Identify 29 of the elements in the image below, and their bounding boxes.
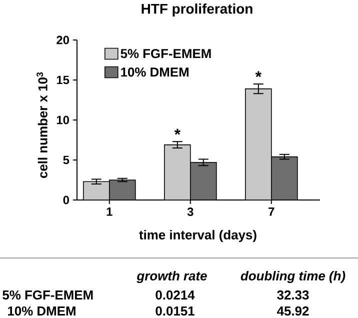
y-tick-label: 20 [56, 36, 69, 44]
text: 32.33 [277, 290, 309, 300]
text: 5% FGF-EMEM [2, 290, 93, 300]
bar [271, 156, 298, 200]
y-tick-label: 10 [56, 116, 69, 124]
x-tick-label: 7 [268, 208, 274, 216]
bar [83, 181, 110, 200]
y-axis-title: cell number x 10$^{3}$ [36, 72, 48, 178]
y-tick-label: 5 [63, 156, 70, 164]
text: doubling time (h) [240, 270, 346, 284]
bar [190, 162, 217, 200]
legend-label: 5% FGF-EMEM [120, 48, 211, 58]
bar [164, 144, 191, 200]
y-tick-label: 0 [63, 196, 69, 204]
text: growth rate [136, 270, 207, 284]
text: 45.92 [277, 306, 309, 316]
bar [245, 88, 272, 200]
annotation: * [255, 71, 262, 78]
legend-label: 10% DMEM [121, 68, 188, 77]
text: 0.0151 [156, 306, 194, 316]
bar [109, 180, 136, 200]
text: 0.0214 [156, 290, 195, 300]
annotation: * [174, 128, 181, 135]
chart-title: HTF proliferation [142, 3, 252, 16]
x-axis-title: time interval (days) [139, 230, 256, 242]
x-tick-label: 1 [106, 208, 112, 216]
y-tick-label: 15 [56, 76, 70, 84]
text: 10% DMEM [8, 306, 76, 316]
x-tick-label: 3 [187, 208, 194, 216]
